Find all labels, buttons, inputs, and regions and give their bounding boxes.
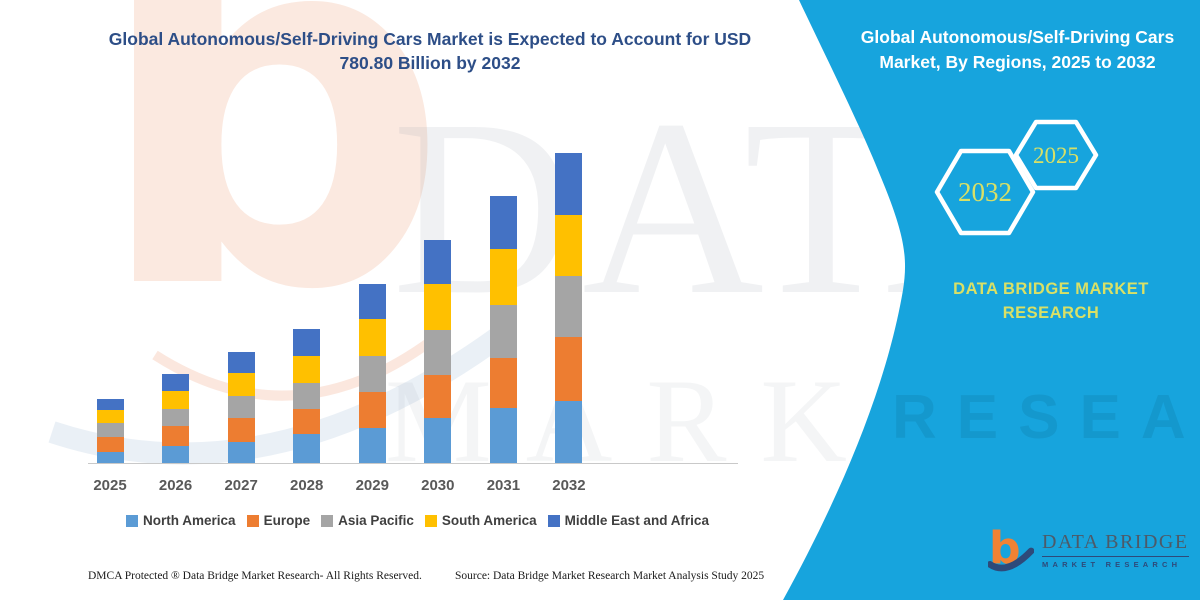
legend-label-middle-east-and-africa: Middle East and Africa — [564, 513, 709, 528]
x-axis-label-2029: 2029 — [355, 477, 389, 494]
year-hexagons: 2032 2025 — [934, 119, 1099, 236]
legend-swatch-south-america — [424, 514, 437, 527]
databridge-logo: b DATA BRIDGE MARKET RESEARCH — [988, 524, 1189, 576]
bar-2031-segment-middle-east-and-africa — [489, 195, 517, 250]
legend-swatch-asia-pacific — [321, 514, 334, 527]
x-axis-label-2032: 2032 — [552, 477, 586, 494]
bar-2032 — [554, 153, 582, 463]
bar-2031-segment-south-america — [489, 249, 517, 305]
bar-2032-segment-asia-pacific — [554, 276, 582, 338]
x-axis-label-2027: 2027 — [224, 477, 258, 494]
x-axis-label-2031: 2031 — [486, 477, 521, 494]
panel-brand-line1: DATA BRIDGE MARKET — [953, 280, 1149, 298]
logo-brand-subtitle: MARKET RESEARCH — [1042, 560, 1182, 569]
panel-title-line1: Global Autonomous/Self-Driving Cars — [860, 27, 1175, 47]
hexagon-2025-label: 2025 — [1033, 143, 1079, 168]
legend-item-asia-pacific: Asia Pacific — [321, 513, 414, 528]
legend-swatch-middle-east-and-africa — [547, 514, 560, 527]
legend-item-south-america: South America — [424, 513, 537, 528]
bar-2029-segment-middle-east-and-africa — [358, 284, 386, 320]
x-axis-label-2030: 2030 — [421, 477, 455, 494]
databridge-logo-icon: b — [988, 524, 1034, 574]
x-axis-labels: 2025 2026 2027 2028 2029 2030 2031 2032 — [80, 477, 599, 494]
source-note: Source: Data Bridge Market Research Mark… — [455, 570, 765, 582]
chart-title-line2: 780.80 Billion by 2032 — [339, 53, 521, 74]
chart-title: Global Autonomous/Self-Driving Cars Mark… — [85, 27, 775, 75]
bar-2032-segment-south-america — [554, 214, 582, 277]
hexagon-2032-label: 2032 — [958, 177, 1012, 207]
chart-title-line1: Global Autonomous/Self-Driving Cars Mark… — [108, 29, 752, 49]
bar-2032-segment-north-america — [554, 401, 582, 463]
legend-item-north-america: North America — [126, 513, 236, 528]
legend-label-asia-pacific: Asia Pacific — [338, 513, 414, 528]
legend-item-middle-east-and-africa: Middle East and Africa — [547, 513, 709, 528]
x-axis-label-2025: 2025 — [93, 477, 127, 494]
legend-item-europe: Europe — [246, 513, 311, 528]
panel-brand-line2: RESEARCH — [1002, 303, 1100, 322]
dmca-notice: DMCA Protected ® Data Bridge Market Rese… — [88, 570, 422, 582]
panel-brand-name: DATA BRIDGE MARKET RESEARCH — [945, 278, 1157, 326]
legend-label-north-america: North America — [143, 513, 236, 528]
chart-legend: North America Europe Asia Pacific South Ame… — [85, 513, 750, 528]
databridge-logo-text: DATA BRIDGE MARKET RESEARCH — [1042, 531, 1189, 569]
hexagon-2025 — [1013, 119, 1099, 191]
legend-swatch-north-america — [126, 514, 139, 527]
bar-2032-segment-middle-east-and-africa — [554, 153, 582, 215]
panel-watermark: RESEARCH — [892, 383, 1200, 452]
brand-panel-shape — [783, 0, 1200, 600]
panel-title: Global Autonomous/Self-Driving Cars Mark… — [845, 25, 1190, 74]
hexagon-2032 — [934, 148, 1036, 236]
bar-2030-segment-middle-east-and-africa — [424, 240, 452, 284]
bar-2032-segment-europe — [554, 337, 582, 402]
x-axis-label-2028: 2028 — [290, 477, 324, 494]
legend-label-south-america: South America — [441, 513, 537, 528]
legend-swatch-europe — [246, 514, 259, 527]
panel-title-line2: Market, By Regions, 2025 to 2032 — [879, 51, 1156, 72]
legend-label-europe: Europe — [263, 513, 311, 528]
logo-brand-name: DATA BRIDGE — [1042, 531, 1189, 557]
x-axis-label-2026: 2026 — [158, 477, 193, 494]
